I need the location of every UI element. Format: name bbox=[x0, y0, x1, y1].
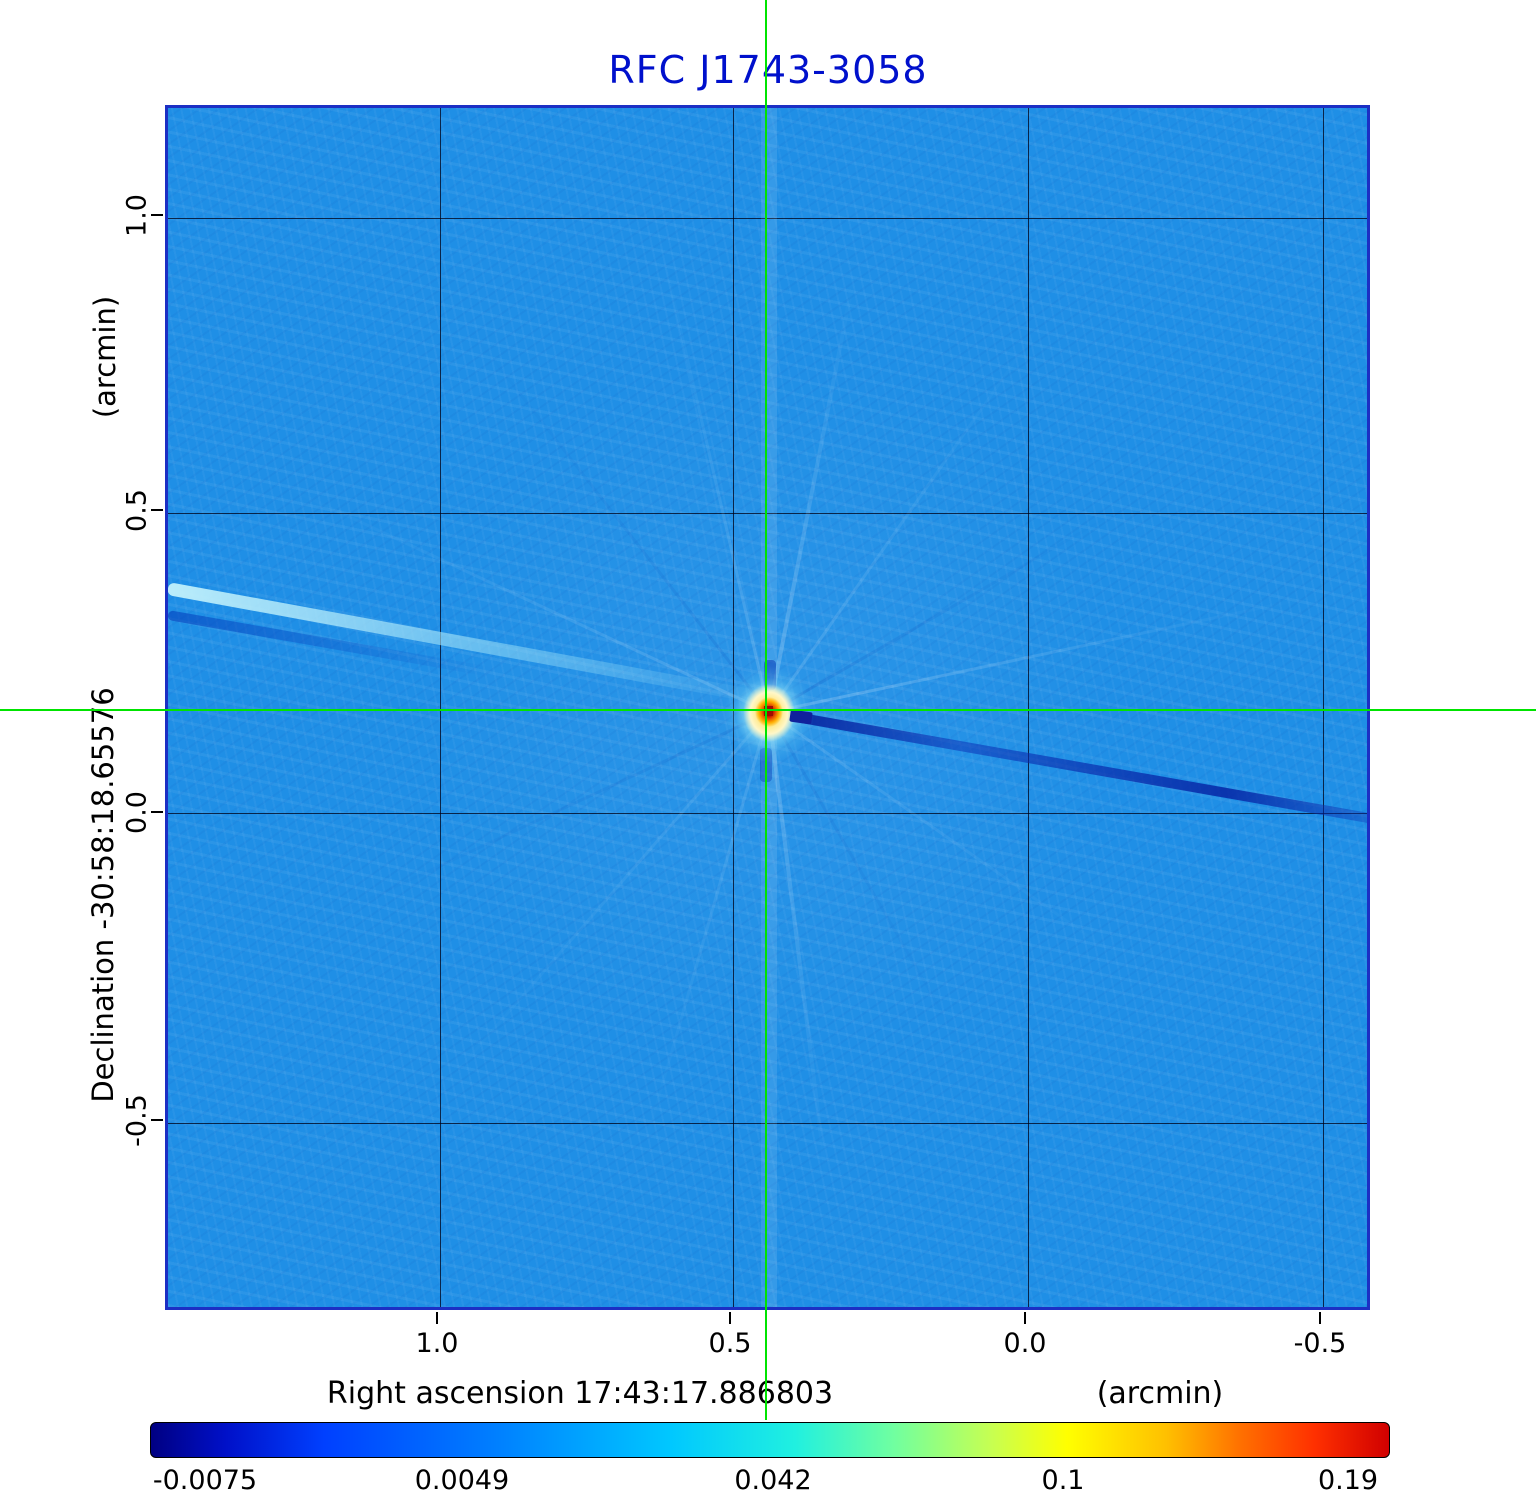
x-axis-unit: (arcmin) bbox=[1096, 1376, 1224, 1411]
sidelobe-ray bbox=[374, 711, 771, 1167]
colorbar-tick-label: 0.042 bbox=[734, 1465, 812, 1496]
x-tick-mark bbox=[729, 1312, 731, 1324]
sidelobe-ray bbox=[206, 711, 770, 976]
x-tick-label: -0.5 bbox=[1293, 1328, 1347, 1359]
sidelobe-ray bbox=[767, 711, 1011, 1129]
colorbar-tick-label: 0.1 bbox=[1041, 1465, 1085, 1496]
x-tick-mark bbox=[1319, 1312, 1321, 1324]
y-tick-mark bbox=[151, 214, 163, 216]
x-tick-mark bbox=[1024, 1312, 1026, 1324]
y-axis-unit: (arcmin) bbox=[88, 295, 122, 419]
grid-line-vertical bbox=[440, 108, 441, 1307]
grid-line-vertical bbox=[1323, 108, 1324, 1307]
sidelobe-ray bbox=[767, 712, 840, 1270]
colorbar-tick-label: 0.0049 bbox=[414, 1465, 510, 1496]
sidelobe-ray bbox=[768, 575, 1367, 714]
y-tick-label: 0.5 bbox=[121, 489, 153, 532]
x-tick-label: 0.0 bbox=[1003, 1328, 1047, 1359]
colorbar-tick-label: 0.19 bbox=[1317, 1465, 1379, 1496]
y-tick-label: -0.5 bbox=[121, 1094, 153, 1147]
colorbar-tick-label: -0.0075 bbox=[152, 1465, 258, 1496]
y-tick-mark bbox=[151, 1119, 163, 1121]
y-axis-title: Declination -30:58:18.65576 bbox=[86, 687, 120, 1103]
plot-area bbox=[165, 105, 1370, 1310]
sidelobe-ray bbox=[767, 192, 873, 714]
colorbar bbox=[150, 1422, 1390, 1458]
source-peak-pixel bbox=[764, 706, 773, 716]
crosshair-horizontal bbox=[0, 709, 1536, 711]
grid-line-horizontal bbox=[168, 513, 1367, 514]
y-tick-mark bbox=[151, 811, 163, 813]
sidelobe-streak-right bbox=[772, 708, 1367, 830]
sidelobe-ray bbox=[768, 711, 1196, 1012]
sidelobe-ray bbox=[768, 461, 1203, 714]
y-tick-label: 1.0 bbox=[121, 194, 153, 237]
y-tick-label: 0.0 bbox=[121, 791, 153, 834]
grid-line-vertical bbox=[1028, 108, 1029, 1307]
x-tick-mark bbox=[436, 1312, 438, 1324]
grid-line-horizontal bbox=[168, 1123, 1367, 1124]
sidelobe-ray bbox=[618, 712, 771, 1232]
plot-title: RFC J1743-3058 bbox=[608, 48, 928, 92]
grid-line-horizontal bbox=[168, 813, 1367, 814]
x-tick-label: 0.5 bbox=[708, 1328, 752, 1359]
y-tick-mark bbox=[151, 509, 163, 511]
x-tick-label: 1.0 bbox=[415, 1328, 459, 1359]
x-axis-title: Right ascension 17:43:17.886803 bbox=[326, 1376, 834, 1411]
sidelobe-ray bbox=[767, 252, 1092, 714]
grid-line-horizontal bbox=[168, 218, 1367, 219]
